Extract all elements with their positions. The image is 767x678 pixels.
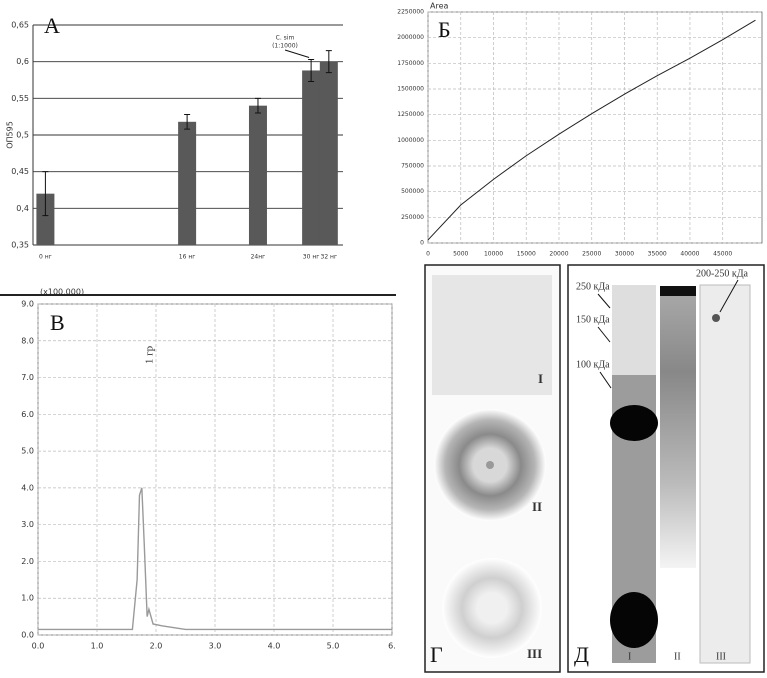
y-tick-label: 0,55 bbox=[11, 94, 29, 103]
x-tick-label: 20000 bbox=[549, 251, 568, 258]
x-tick-label: 0 bbox=[426, 251, 430, 258]
y-tick-label: 2250000 bbox=[397, 9, 424, 16]
lane-i-top bbox=[612, 285, 656, 375]
well bbox=[486, 461, 494, 469]
bar bbox=[319, 61, 338, 245]
sample-label: III bbox=[527, 646, 542, 661]
y-axis-label: (x100,000) bbox=[40, 288, 84, 297]
panel-letter: Б bbox=[438, 17, 451, 42]
error-bar bbox=[184, 113, 191, 130]
sample-i bbox=[432, 275, 552, 395]
arrows bbox=[597, 279, 739, 389]
y-tick-label: 1.0 bbox=[21, 594, 34, 603]
y-tick-label: 9.0 bbox=[21, 300, 34, 309]
band bbox=[610, 592, 658, 648]
error-bar bbox=[42, 171, 49, 217]
band bbox=[660, 286, 696, 296]
panel-letter: А bbox=[44, 13, 60, 38]
error-bar bbox=[254, 97, 261, 114]
bar bbox=[36, 193, 55, 245]
y-tick-label: 1500000 bbox=[397, 86, 424, 93]
annotation-arrow bbox=[284, 49, 310, 58]
x-tick-label: 10000 bbox=[484, 251, 503, 258]
x-tick-label: 4.0 bbox=[268, 642, 281, 651]
y-tick-label: 1000000 bbox=[397, 137, 424, 144]
x-tick-label: 0 нг bbox=[39, 254, 52, 261]
x-tick-label: 6. bbox=[388, 642, 396, 651]
x-tick-label: 25000 bbox=[582, 251, 601, 258]
lane-label: III bbox=[716, 651, 726, 662]
peak-label: 1 гр bbox=[144, 345, 156, 364]
y-tick-label: 4.0 bbox=[21, 483, 34, 492]
annotation: (1:1000) bbox=[272, 43, 298, 50]
plot-area bbox=[427, 11, 763, 244]
y-tick-label: 3.0 bbox=[21, 520, 34, 529]
x-tick-label: 32 нг bbox=[321, 254, 338, 261]
y-tick-label: 0,5 bbox=[16, 131, 29, 140]
y-tick-label: 0,65 bbox=[11, 21, 29, 30]
panel-letter: Д bbox=[574, 642, 589, 667]
y-tick-label: 0 bbox=[420, 240, 424, 247]
x-tick-label: 40000 bbox=[680, 251, 699, 258]
x-tick-label: 0.0 bbox=[32, 642, 45, 651]
lane-iii bbox=[699, 284, 751, 664]
bar bbox=[178, 121, 197, 245]
line bbox=[427, 19, 756, 241]
lane-label: II bbox=[674, 651, 681, 662]
bar bbox=[248, 105, 267, 246]
x-tick-label: 24нг bbox=[251, 254, 266, 261]
x-tick-label: 30 нг bbox=[303, 254, 320, 261]
y-tick-label: 5.0 bbox=[21, 447, 34, 456]
y-axis-label: Area bbox=[430, 2, 449, 11]
y-tick-label: 1750000 bbox=[397, 60, 424, 67]
sample-label: II bbox=[532, 499, 542, 514]
x-tick-label: 5000 bbox=[453, 251, 468, 258]
marker-label: 200-250 кДа bbox=[696, 268, 749, 279]
x-tick-label: 3.0 bbox=[209, 642, 222, 651]
sample-iii bbox=[442, 558, 542, 658]
y-tick-label: 2.0 bbox=[21, 557, 34, 566]
annotation: С. sim bbox=[276, 35, 295, 42]
marker-label: 250 кДа bbox=[576, 281, 610, 292]
x-tick-label: 1.0 bbox=[91, 642, 104, 651]
y-tick-label: 750000 bbox=[401, 163, 424, 170]
marker-label: 100 кДа bbox=[576, 359, 610, 370]
error-bar bbox=[325, 50, 332, 74]
band bbox=[712, 314, 720, 322]
panel-letter: В bbox=[50, 310, 65, 335]
y-tick-label: 0.0 bbox=[21, 631, 34, 640]
error-bar bbox=[308, 58, 315, 82]
sample-label: I bbox=[538, 371, 543, 386]
lane-ii bbox=[660, 288, 696, 568]
y-tick-label: 1250000 bbox=[397, 111, 424, 118]
y-tick-label: 8.0 bbox=[21, 336, 34, 345]
marker-label: 150 кДа bbox=[576, 314, 610, 325]
panel-letter: Г bbox=[430, 642, 443, 667]
x-tick-label: 16 нг bbox=[179, 254, 196, 261]
y-tick-label: 6.0 bbox=[21, 410, 34, 419]
y-tick-label: 250000 bbox=[401, 214, 424, 221]
bar bbox=[302, 70, 321, 245]
y-tick-label: 0,45 bbox=[11, 167, 29, 176]
x-tick-label: 2.0 bbox=[150, 642, 163, 651]
y-tick-label: 2000000 bbox=[397, 34, 424, 41]
x-tick-label: 5.0 bbox=[327, 642, 340, 651]
band bbox=[610, 405, 658, 441]
y-tick-label: 0,35 bbox=[11, 241, 29, 250]
x-tick-label: 30000 bbox=[615, 251, 634, 258]
x-tick-label: 45000 bbox=[713, 251, 732, 258]
x-tick-label: 15000 bbox=[517, 251, 536, 258]
y-tick-label: 500000 bbox=[401, 188, 424, 195]
line bbox=[38, 487, 392, 631]
y-tick-label: 0,6 bbox=[16, 57, 29, 66]
y-tick-label: 7.0 bbox=[21, 373, 34, 382]
lane-label: I bbox=[628, 651, 631, 662]
x-tick-label: 35000 bbox=[648, 251, 667, 258]
y-tick-label: 0,4 bbox=[16, 204, 29, 213]
y-axis-label: ОП595 bbox=[6, 121, 15, 149]
